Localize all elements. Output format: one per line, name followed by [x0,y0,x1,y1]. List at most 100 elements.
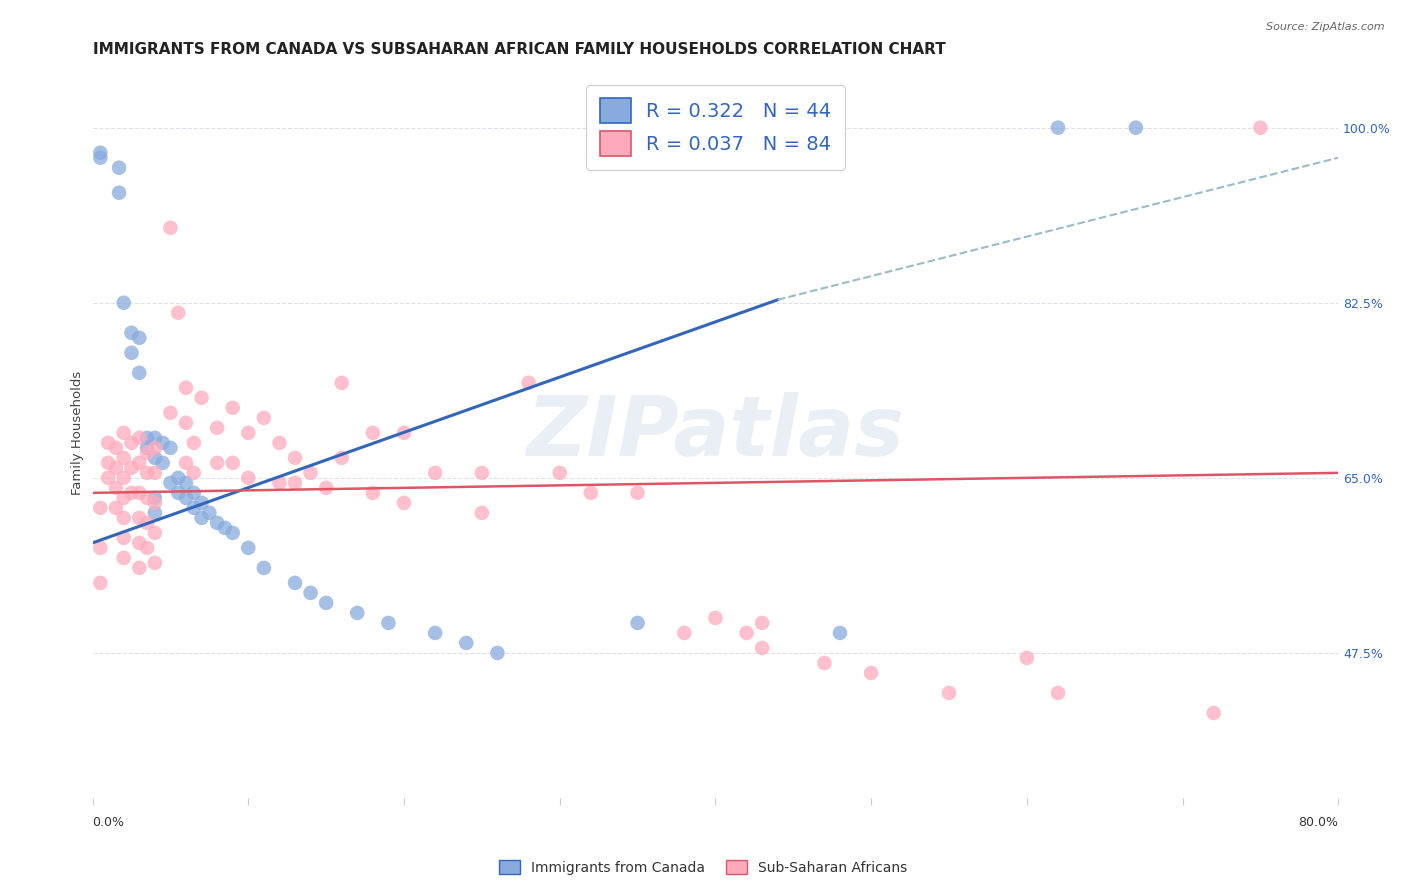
Point [751,640,773,655]
Point [167,486,190,500]
Point [860,665,883,680]
Point [299,466,322,480]
Point [112,531,135,545]
Point [330,376,353,390]
Point [214,521,236,535]
Point [751,615,773,630]
Point [183,435,205,450]
Point [315,481,337,495]
Point [136,491,159,505]
Point [136,466,159,480]
Text: ZIPatlas: ZIPatlas [526,392,904,474]
Point [97,435,120,450]
Text: 80.0%: 80.0% [1298,816,1339,829]
Point [159,406,181,420]
Point [108,186,131,200]
Point [284,450,307,465]
Point [152,456,174,470]
Point [471,466,494,480]
Point [97,456,120,470]
Legend: R = 0.322   N = 44, R = 0.037   N = 84: R = 0.322 N = 44, R = 0.037 N = 84 [586,85,845,169]
Point [486,646,509,660]
Point [183,500,205,515]
Point [128,456,150,470]
Y-axis label: Family Households: Family Households [72,371,84,495]
Point [112,471,135,485]
Point [143,441,166,455]
Point [1015,651,1038,665]
Point [174,475,197,490]
Point [159,220,181,235]
Point [361,425,384,440]
Point [128,486,150,500]
Point [222,456,245,470]
Point [152,435,174,450]
Point [330,450,353,465]
Point [174,381,197,395]
Point [253,410,276,425]
Point [222,401,245,415]
Point [128,511,150,525]
Point [269,475,291,490]
Point [205,456,228,470]
Point [112,550,135,565]
Point [1202,706,1225,720]
Point [112,491,135,505]
Point [174,491,197,505]
Point [1046,686,1069,700]
Point [143,431,166,445]
Point [104,500,127,515]
Text: 0.0%: 0.0% [93,816,125,829]
Point [253,561,276,575]
Point [112,425,135,440]
Point [167,306,190,320]
Point [136,516,159,530]
Point [626,486,648,500]
Point [579,486,602,500]
Point [159,475,181,490]
Point [104,460,127,475]
Point [136,541,159,555]
Point [112,511,135,525]
Point [128,331,150,345]
Point [108,161,131,175]
Point [190,511,212,525]
Point [299,586,322,600]
Point [222,525,245,540]
Point [143,506,166,520]
Point [174,456,197,470]
Point [136,441,159,455]
Point [284,575,307,590]
Point [89,500,111,515]
Point [159,441,181,455]
Point [112,450,135,465]
Point [1046,120,1069,135]
Point [673,626,696,640]
Point [143,466,166,480]
Point [315,596,337,610]
Text: IMMIGRANTS FROM CANADA VS SUBSAHARAN AFRICAN FAMILY HOUSEHOLDS CORRELATION CHART: IMMIGRANTS FROM CANADA VS SUBSAHARAN AFR… [93,42,945,57]
Point [548,466,571,480]
Point [517,376,540,390]
Point [704,611,727,625]
Point [190,391,212,405]
Point [238,541,260,555]
Point [284,475,307,490]
Point [167,471,190,485]
Point [238,425,260,440]
Point [143,525,166,540]
Point [346,606,368,620]
Point [136,446,159,460]
Point [121,486,143,500]
Point [198,506,221,520]
Point [143,556,166,570]
Point [423,466,446,480]
Point [128,536,150,550]
Point [136,431,159,445]
Legend: Immigrants from Canada, Sub-Saharan Africans: Immigrants from Canada, Sub-Saharan Afri… [494,855,912,880]
Point [735,626,758,640]
Text: Source: ZipAtlas.com: Source: ZipAtlas.com [1267,22,1385,32]
Point [377,615,399,630]
Point [471,506,494,520]
Point [97,471,120,485]
